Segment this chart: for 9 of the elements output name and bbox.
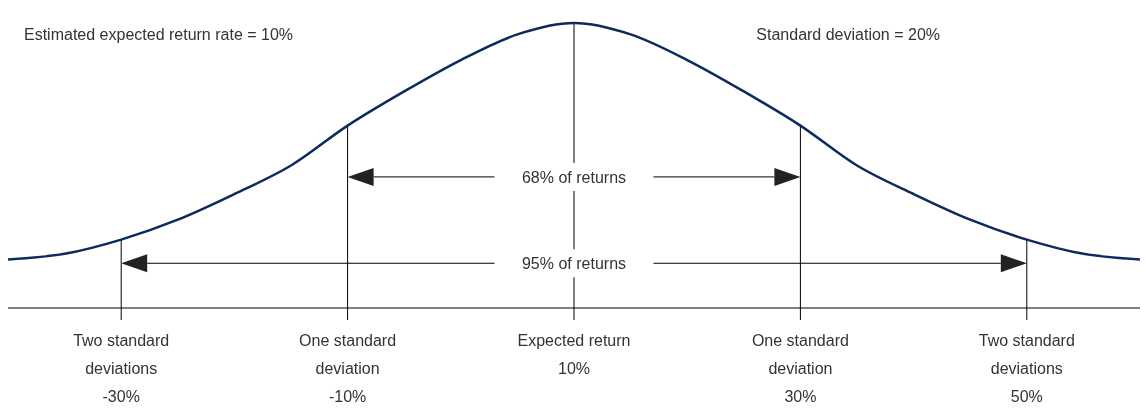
annotation: Standard deviation = 20% [756, 26, 940, 43]
x-tick-label: Two standard deviations -30% [73, 332, 170, 405]
x-tick-label: Expected return 10% [517, 332, 631, 377]
annotation: 68% of returns [521, 168, 627, 186]
x-tick-label: One standard deviation -10% [299, 332, 397, 405]
x-tick-label: Two standard deviations 50% [978, 332, 1075, 405]
annotation: 95% of returns [521, 255, 627, 273]
annotation: Estimated expected return rate = 10% [24, 26, 294, 43]
x-tick-label: One standard deviation 30% [751, 332, 849, 405]
